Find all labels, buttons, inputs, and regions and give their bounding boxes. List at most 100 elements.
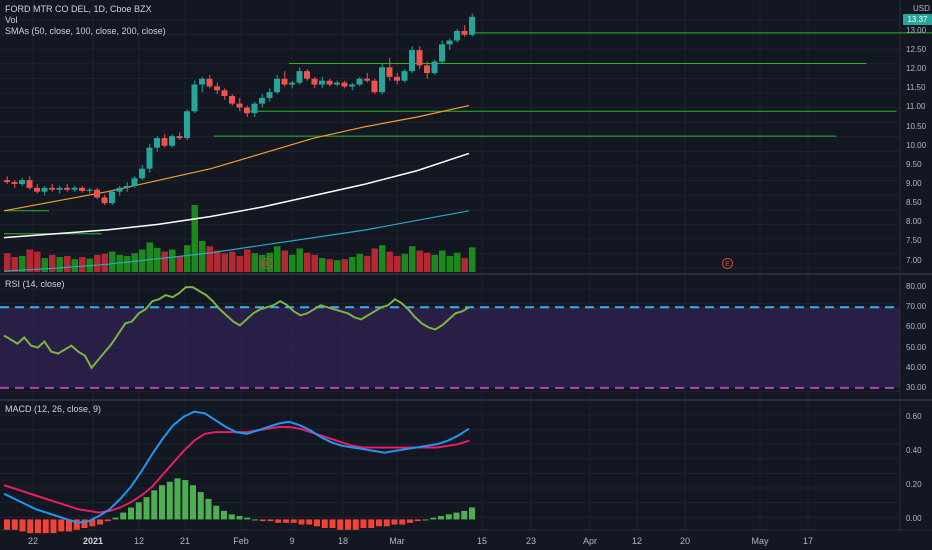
macd-histogram-bar: [306, 519, 313, 525]
candle-body: [394, 76, 400, 81]
macd-histogram-bar: [259, 519, 266, 522]
earnings-marker[interactable]: E: [262, 258, 273, 269]
candle-body: [334, 82, 340, 85]
volume-bar: [349, 256, 356, 272]
macd-histogram-bar: [453, 512, 460, 520]
volume-bar: [446, 255, 453, 272]
candle-body: [214, 86, 220, 91]
x-tick-label: 22: [27, 536, 39, 546]
candle-body: [19, 180, 25, 184]
candle-body: [221, 90, 228, 96]
candle-body: [146, 147, 153, 169]
volume-bar: [424, 252, 431, 272]
macd-histogram-bar: [97, 519, 103, 525]
rsi-legend[interactable]: RSI (14, close): [5, 279, 65, 289]
macd-histogram-bar: [314, 519, 320, 527]
rsi-tick-label: 70.00: [906, 302, 927, 312]
candle-body: [101, 197, 108, 204]
price-tick-label: 10.50: [906, 121, 927, 131]
candle-body: [409, 50, 415, 72]
candle-body: [289, 82, 295, 85]
volume-bar: [379, 245, 386, 272]
volume-bar: [154, 247, 161, 272]
macd-histogram-bar: [329, 519, 336, 528]
candle-body: [4, 180, 10, 183]
candle-body: [461, 30, 468, 35]
candle-body: [109, 191, 115, 204]
candle-body: [154, 138, 160, 148]
earnings-marker-future[interactable]: E: [722, 258, 733, 269]
price-tick-label: 13.00: [906, 25, 927, 35]
macd-histogram-bar: [221, 510, 227, 520]
macd-histogram-bar: [368, 519, 375, 528]
volume-bar: [176, 255, 183, 272]
macd-histogram-bar: [252, 519, 258, 521]
x-tick-label: 15: [476, 536, 488, 546]
candle-body: [311, 78, 318, 85]
candle-body: [251, 103, 258, 114]
volume-bar: [461, 258, 468, 272]
volume-bar: [274, 246, 281, 272]
price-tick-label: 11.00: [906, 102, 926, 112]
currency-label: USD: [913, 4, 930, 13]
x-tick-label: 17: [802, 536, 814, 546]
candle-body: [364, 78, 370, 81]
volume-bar: [64, 255, 71, 272]
volume-bar: [229, 251, 236, 272]
volume-bar: [221, 253, 228, 272]
macd-histogram-bar: [104, 519, 111, 522]
macd-histogram-bar: [244, 517, 251, 520]
volume-bar: [244, 249, 251, 272]
sma-line: [3, 152, 470, 239]
rsi-tick-label: 80.00: [906, 282, 927, 292]
candle-body: [319, 80, 325, 85]
volume-bar: [146, 242, 153, 272]
volume-legend[interactable]: Vol: [5, 15, 18, 25]
candle-body: [86, 189, 93, 191]
volume-bar: [341, 259, 348, 272]
macd-histogram-bar: [228, 514, 235, 520]
candle-body: [161, 138, 168, 146]
candle-body: [281, 78, 288, 85]
price-tick-label: 7.50: [906, 236, 922, 246]
macd-histogram-bar: [35, 519, 41, 534]
candle-body: [244, 107, 250, 114]
candle-body: [184, 111, 190, 139]
volume-bar: [304, 252, 311, 272]
macd-tick-label: 0.60: [906, 411, 922, 421]
volume-bar: [311, 254, 318, 272]
volume-bar: [401, 253, 408, 272]
macd-histogram-bar: [42, 519, 49, 534]
x-tick-label: 20: [679, 536, 691, 546]
macd-histogram-bar: [58, 519, 65, 532]
macd-histogram-bar: [120, 512, 127, 520]
volume-bar: [334, 260, 341, 272]
volume-bar: [439, 250, 446, 272]
macd-histogram-bar: [151, 490, 158, 520]
volume-bar: [409, 246, 416, 272]
volume-bar: [161, 251, 168, 272]
volume-bar: [11, 256, 18, 272]
candle-body: [56, 187, 63, 190]
price-tick-label: 11.50: [906, 83, 926, 93]
volume-bar: [386, 251, 393, 272]
macd-histogram-bar: [143, 497, 150, 520]
macd-signal-line: [3, 426, 470, 514]
symbol-title[interactable]: FORD MTR CO DEL, 1D, Cboe BZX: [5, 4, 152, 14]
volume-bar: [49, 254, 56, 272]
macd-histogram-bar: [27, 519, 34, 534]
price-tick-label: 7.00: [906, 255, 922, 265]
volume-bar: [184, 245, 191, 272]
candle-body: [34, 187, 40, 192]
candle-body: [326, 80, 333, 85]
volume-bar: [56, 256, 63, 272]
volume-bar: [289, 254, 296, 272]
sma-legend[interactable]: SMAs (50, close, 100, close, 200, close): [5, 26, 166, 36]
macd-legend[interactable]: MACD (12, 26, close, 9): [5, 404, 102, 414]
candle-body: [139, 168, 145, 179]
candle-body: [341, 82, 348, 87]
volume-bar: [371, 248, 378, 272]
candle-body: [379, 67, 385, 93]
candle-body: [49, 187, 55, 190]
